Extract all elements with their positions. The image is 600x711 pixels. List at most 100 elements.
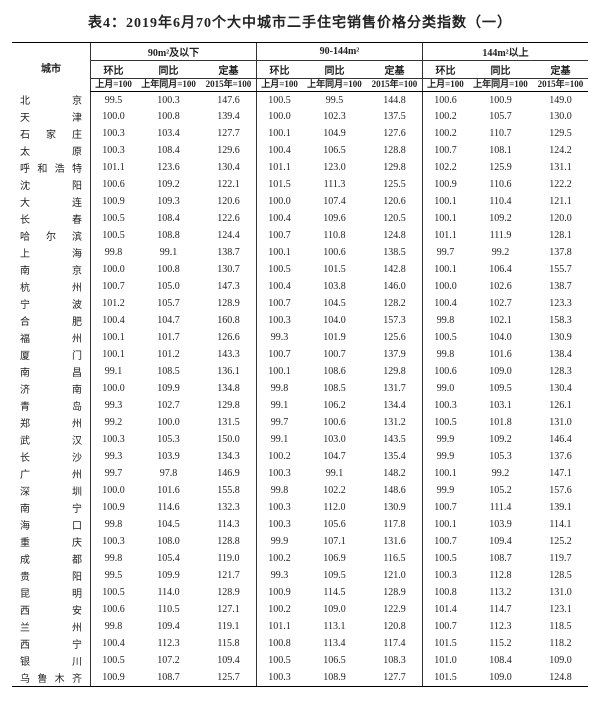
group-2-header: 90-144m² xyxy=(256,43,422,61)
value-cell: 128.8 xyxy=(367,142,423,159)
value-cell: 127.7 xyxy=(201,125,257,142)
value-cell: 108.0 xyxy=(136,533,201,550)
value-cell: 126.6 xyxy=(201,329,257,346)
value-cell: 104.7 xyxy=(136,312,201,329)
value-cell: 100.2 xyxy=(256,601,302,618)
value-cell: 128.3 xyxy=(533,363,588,380)
g2-dingji: 定基 xyxy=(367,61,423,79)
value-cell: 125.7 xyxy=(201,669,257,687)
value-cell: 100.8 xyxy=(256,635,302,652)
table-row: 哈尔滨100.5108.8124.4100.7110.8124.8101.111… xyxy=(12,227,588,244)
value-cell: 111.3 xyxy=(302,176,367,193)
value-cell: 100.1 xyxy=(256,244,302,261)
value-cell: 100.3 xyxy=(422,567,468,584)
table-row: 杭 州100.7105.0147.3100.4103.8146.0100.010… xyxy=(12,278,588,295)
value-cell: 109.5 xyxy=(468,380,533,397)
city-cell: 济 南 xyxy=(12,380,91,397)
g1-huanbi: 环比 xyxy=(91,61,137,79)
value-cell: 105.7 xyxy=(136,295,201,312)
value-cell: 122.1 xyxy=(201,176,257,193)
table-row: 重 庆100.3108.0128.899.9107.1131.6100.7109… xyxy=(12,533,588,550)
value-cell: 100.7 xyxy=(422,618,468,635)
table-row: 南 宁100.9114.6132.3100.3112.0130.9100.711… xyxy=(12,499,588,516)
value-cell: 131.2 xyxy=(367,414,423,431)
value-cell: 101.6 xyxy=(468,346,533,363)
value-cell: 100.1 xyxy=(256,363,302,380)
value-cell: 106.4 xyxy=(468,261,533,278)
value-cell: 109.2 xyxy=(468,431,533,448)
table-row: 南 昌99.1108.5136.1100.1108.6129.8100.6109… xyxy=(12,363,588,380)
value-cell: 113.4 xyxy=(302,635,367,652)
table-title: 表4：2019年6月70个大中城市二手住宅销售价格分类指数（一） xyxy=(12,12,588,32)
value-cell: 100.6 xyxy=(302,244,367,261)
value-cell: 100.6 xyxy=(91,601,137,618)
value-cell: 100.1 xyxy=(422,516,468,533)
value-cell: 123.6 xyxy=(136,159,201,176)
value-cell: 129.8 xyxy=(367,363,423,380)
city-cell: 乌鲁木齐 xyxy=(12,669,91,687)
table-row: 南 京100.0100.8130.7100.5101.5142.8100.110… xyxy=(12,261,588,278)
table-row: 大 连100.9109.3120.6100.0107.4120.6100.111… xyxy=(12,193,588,210)
value-cell: 155.8 xyxy=(201,482,257,499)
value-cell: 99.2 xyxy=(91,414,137,431)
value-cell: 108.4 xyxy=(468,652,533,669)
value-cell: 101.0 xyxy=(422,652,468,669)
table-row: 昆 明100.5114.0128.9100.9114.5128.9100.811… xyxy=(12,584,588,601)
value-cell: 101.5 xyxy=(422,669,468,687)
value-cell: 116.5 xyxy=(367,550,423,567)
value-cell: 105.3 xyxy=(468,448,533,465)
value-cell: 105.0 xyxy=(136,278,201,295)
value-cell: 134.4 xyxy=(367,397,423,414)
value-cell: 109.0 xyxy=(468,669,533,687)
value-cell: 110.8 xyxy=(302,227,367,244)
city-cell: 昆 明 xyxy=(12,584,91,601)
city-cell: 长 春 xyxy=(12,210,91,227)
value-cell: 128.2 xyxy=(367,295,423,312)
table-row: 兰 州99.8109.4119.1101.1113.1120.8100.7112… xyxy=(12,618,588,635)
value-cell: 99.9 xyxy=(422,431,468,448)
value-cell: 108.9 xyxy=(302,669,367,687)
value-cell: 101.1 xyxy=(256,618,302,635)
value-cell: 104.7 xyxy=(302,448,367,465)
value-cell: 101.2 xyxy=(91,295,137,312)
value-cell: 125.2 xyxy=(533,533,588,550)
value-cell: 108.5 xyxy=(302,380,367,397)
city-cell: 南 宁 xyxy=(12,499,91,516)
table-row: 长 春100.5108.4122.6100.4109.6120.5100.110… xyxy=(12,210,588,227)
city-cell: 武 汉 xyxy=(12,431,91,448)
value-cell: 121.0 xyxy=(367,567,423,584)
g2-huanbi: 环比 xyxy=(256,61,302,79)
value-cell: 136.1 xyxy=(201,363,257,380)
value-cell: 146.9 xyxy=(201,465,257,482)
value-cell: 105.4 xyxy=(136,550,201,567)
value-cell: 123.1 xyxy=(533,601,588,618)
city-cell: 上 海 xyxy=(12,244,91,261)
value-cell: 131.0 xyxy=(533,584,588,601)
value-cell: 119.7 xyxy=(533,550,588,567)
value-cell: 106.5 xyxy=(302,142,367,159)
value-cell: 103.8 xyxy=(302,278,367,295)
value-cell: 118.2 xyxy=(533,635,588,652)
value-cell: 111.4 xyxy=(468,499,533,516)
city-cell: 重 庆 xyxy=(12,533,91,550)
value-cell: 99.3 xyxy=(256,329,302,346)
value-cell: 138.4 xyxy=(533,346,588,363)
value-cell: 99.8 xyxy=(256,482,302,499)
value-cell: 107.2 xyxy=(136,652,201,669)
value-cell: 102.7 xyxy=(136,397,201,414)
value-cell: 100.3 xyxy=(91,431,137,448)
price-index-table: 城市 90m²及以下 90-144m² 144m²以上 环比 同比 定基 环比 … xyxy=(12,42,588,687)
value-cell: 127.6 xyxy=(367,125,423,142)
value-cell: 100.8 xyxy=(136,108,201,125)
value-cell: 138.7 xyxy=(201,244,257,261)
city-cell: 大 连 xyxy=(12,193,91,210)
value-cell: 131.6 xyxy=(367,533,423,550)
value-cell: 117.8 xyxy=(367,516,423,533)
value-cell: 109.2 xyxy=(136,176,201,193)
value-cell: 130.9 xyxy=(533,329,588,346)
value-cell: 97.8 xyxy=(136,465,201,482)
value-cell: 108.5 xyxy=(136,363,201,380)
city-cell: 广 州 xyxy=(12,465,91,482)
value-cell: 122.2 xyxy=(533,176,588,193)
value-cell: 131.1 xyxy=(533,159,588,176)
